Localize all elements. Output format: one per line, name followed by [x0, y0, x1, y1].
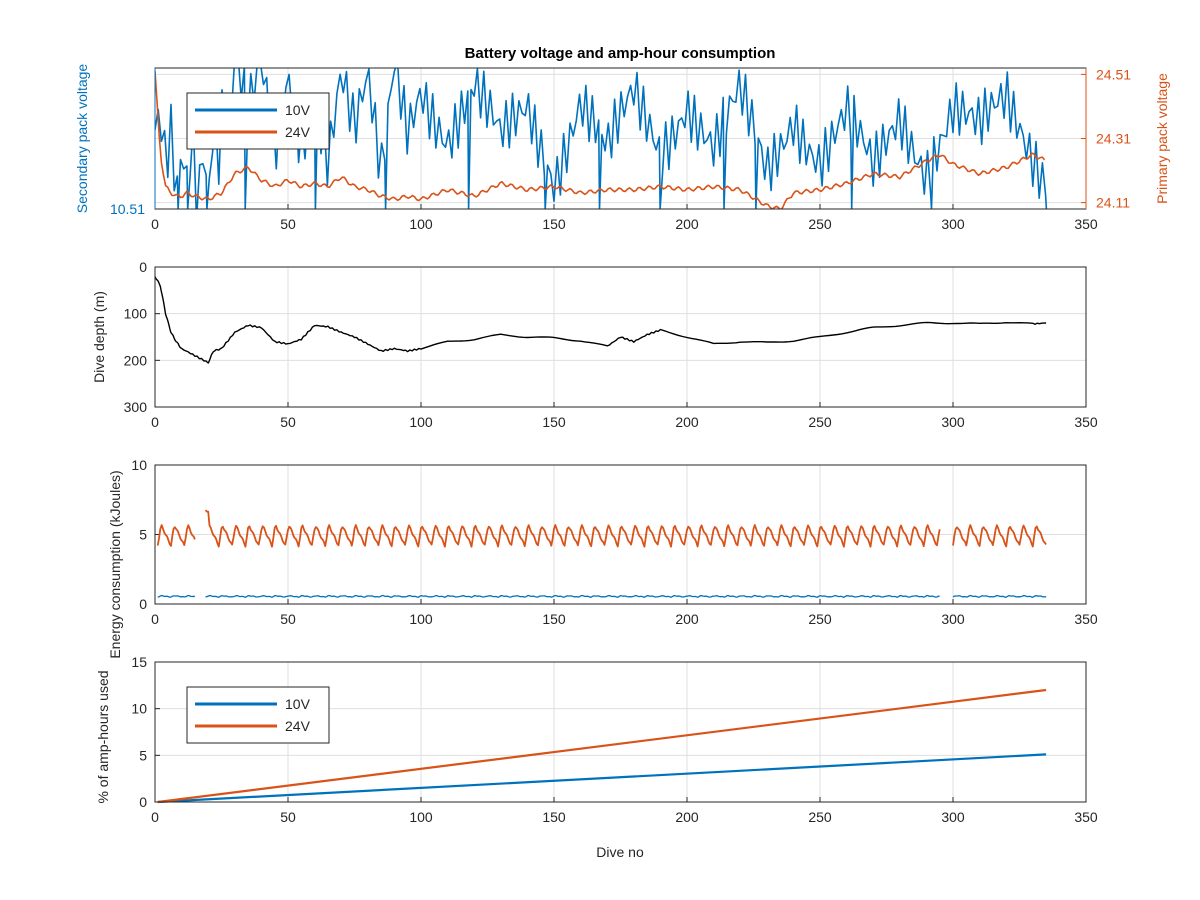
axes-frame: [154, 266, 1087, 408]
axes-frame: [154, 661, 1087, 803]
x-tick-label: 250: [808, 611, 832, 627]
x-tick-label: 200: [675, 414, 699, 430]
amphours-panel: 0 50 100 150 200 250 300 350 0 5 10 15 10V 24V % of am…: [95, 654, 1098, 825]
x-tick-label: 350: [1074, 611, 1098, 627]
y-axis-label: % of amp-hours used: [95, 670, 111, 803]
x-tick-label: 350: [1074, 216, 1098, 232]
x-tick-label: 0: [151, 216, 159, 232]
y-tick-label: 300: [124, 399, 148, 415]
axes-frame: [154, 464, 1087, 605]
x-tick-label: 50: [280, 809, 296, 825]
y-tick-label: 100: [124, 306, 148, 322]
x-tick-label: 100: [409, 611, 433, 627]
energy-series-10V: [157, 594, 195, 598]
x-tick-label: 150: [542, 809, 566, 825]
x-tick-label: 250: [808, 414, 832, 430]
energy-series-24V: [952, 524, 1047, 548]
x-tick-label: 50: [280, 414, 296, 430]
x-tick-label: 100: [409, 414, 433, 430]
energy-series-10V: [205, 594, 940, 598]
y-tick-label: 10: [131, 457, 147, 473]
x-tick-label: 350: [1074, 809, 1098, 825]
y-tick-label: 15: [131, 654, 147, 670]
series-line-10v: [155, 68, 1048, 209]
x-tick-label: 50: [280, 216, 296, 232]
legend-label: 10V: [285, 102, 311, 118]
x-tick-label: 0: [151, 414, 159, 430]
x-tick-label: 300: [941, 216, 965, 232]
x-tick-label: 50: [280, 611, 296, 627]
x-tick-label: 0: [151, 809, 159, 825]
energy-series-24V: [156, 524, 196, 547]
energy-panel: 0 50 100 150 200 250 300 350 0 5 10 Energy consumpt…: [107, 457, 1098, 659]
y-tick-label-right: 24.31: [1096, 131, 1131, 147]
amphours-series-10V: [157, 753, 1047, 804]
x-tick-label: 200: [675, 216, 699, 232]
energy-series-24V: [204, 509, 941, 548]
y-tick-label: 10: [131, 701, 147, 717]
amphours-series-24V: [157, 688, 1047, 804]
y-axis-label-left: Secondary pack voltage: [74, 64, 90, 214]
y-axis-label-right: Primary pack voltage: [1154, 73, 1170, 204]
y-tick-label-right: 24.51: [1096, 66, 1131, 82]
x-tick-label: 150: [542, 216, 566, 232]
series-line-24v: [155, 71, 1046, 209]
x-tick-label: 300: [941, 611, 965, 627]
legend-box: [186, 686, 330, 744]
legend-label: 24V: [285, 124, 311, 140]
y-tick-label: 5: [139, 527, 147, 543]
x-axis-label: Dive no: [596, 844, 644, 860]
x-tick-label: 200: [675, 809, 699, 825]
legend-label: 24V: [285, 718, 311, 734]
y-tick-label-left: 10.51: [110, 201, 145, 217]
y-tick-label: 0: [139, 794, 147, 810]
depth-panel: 0 50 100 150 200 250 300 350 0 100 200 300 Dive dept…: [91, 259, 1098, 430]
y-tick-label: 0: [139, 259, 147, 275]
y-tick-label: 5: [139, 747, 147, 763]
x-tick-label: 100: [409, 809, 433, 825]
x-tick-label: 250: [808, 216, 832, 232]
x-tick-label: 250: [808, 809, 832, 825]
legend-box: [186, 92, 330, 150]
energy-series-10V: [952, 594, 1047, 598]
x-tick-label: 150: [542, 414, 566, 430]
voltage-panel: 0 50 100 150 200 250 300 350 24.11 24.31 24.51 10.5…: [74, 64, 1170, 232]
y-axis-label: Dive depth (m): [91, 291, 107, 383]
x-tick-label: 0: [151, 611, 159, 627]
y-tick-label: 200: [124, 352, 148, 368]
legend-label: 10V: [285, 696, 311, 712]
depth-series-line: [154, 276, 1047, 364]
x-tick-label: 350: [1074, 414, 1098, 430]
x-tick-label: 300: [941, 414, 965, 430]
x-tick-label: 300: [941, 809, 965, 825]
y-tick-label: 0: [139, 596, 147, 612]
x-tick-label: 100: [409, 216, 433, 232]
y-axis-label: Energy consumption (kJoules): [107, 470, 123, 658]
x-tick-label: 150: [542, 611, 566, 627]
chart-title: Battery voltage and amp-hour consumption: [465, 45, 776, 62]
x-tick-label: 200: [675, 611, 699, 627]
voltage-series: [155, 68, 1048, 209]
y-tick-label-right: 24.11: [1096, 195, 1130, 211]
